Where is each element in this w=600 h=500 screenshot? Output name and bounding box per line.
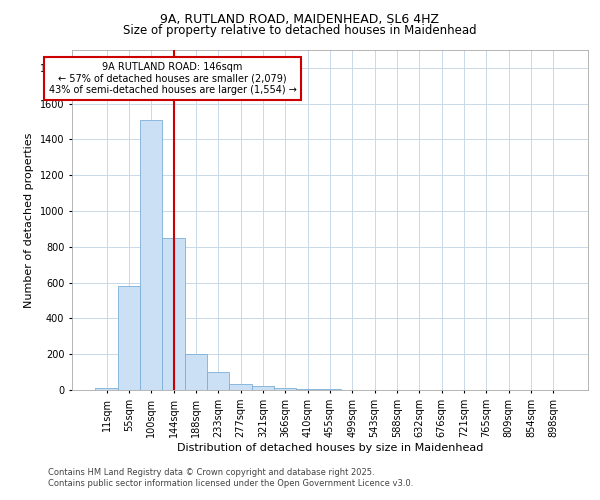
Bar: [140, 120, 163, 390]
Bar: [252, 386, 274, 390]
X-axis label: Distribution of detached houses by size in Maidenhead: Distribution of detached houses by size …: [177, 442, 483, 452]
Bar: [229, 384, 252, 390]
Bar: [207, 372, 229, 390]
Text: Size of property relative to detached houses in Maidenhead: Size of property relative to detached ho…: [123, 24, 477, 37]
Bar: [185, 354, 207, 390]
Y-axis label: Number of detached properties: Number of detached properties: [24, 132, 34, 308]
Bar: [296, 389, 319, 390]
Bar: [95, 388, 118, 390]
Bar: [163, 238, 185, 390]
Text: 9A, RUTLAND ROAD, MAIDENHEAD, SL6 4HZ: 9A, RUTLAND ROAD, MAIDENHEAD, SL6 4HZ: [161, 12, 439, 26]
Text: 9A RUTLAND ROAD: 146sqm
← 57% of detached houses are smaller (2,079)
43% of semi: 9A RUTLAND ROAD: 146sqm ← 57% of detache…: [49, 62, 296, 95]
Text: Contains HM Land Registry data © Crown copyright and database right 2025.
Contai: Contains HM Land Registry data © Crown c…: [48, 468, 413, 487]
Bar: [118, 286, 140, 390]
Bar: [274, 388, 296, 390]
